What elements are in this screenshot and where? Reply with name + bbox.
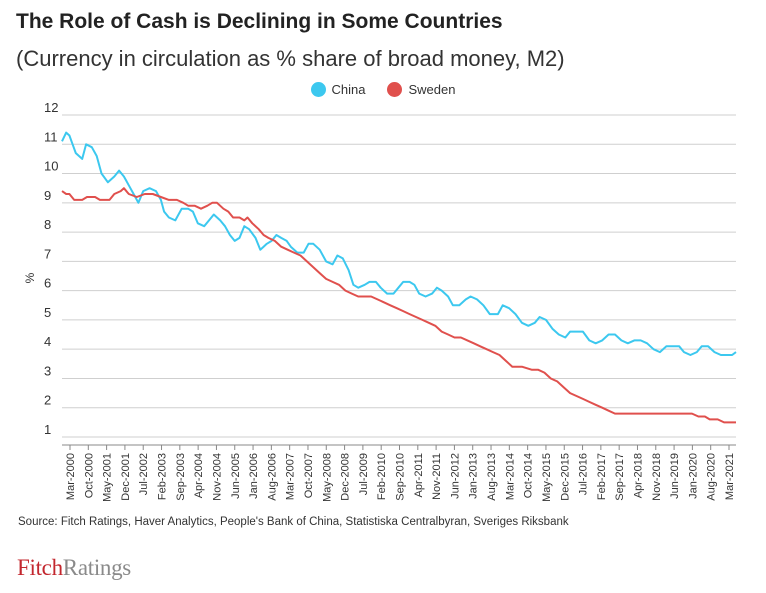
x-tick-label: Nov-2018	[651, 453, 663, 501]
series-line-sweden	[61, 187, 736, 424]
series-lines	[61, 131, 737, 424]
x-tick-label: Jun-2019	[669, 453, 681, 499]
series-line-china	[61, 131, 737, 356]
x-tick-label: Mar-2014	[504, 453, 516, 500]
x-tick-label: Nov-2004	[211, 453, 223, 501]
x-tick-label: Mar-2000	[65, 453, 77, 500]
chart-subtitle: (Currency in circulation as % share of b…	[16, 46, 565, 71]
logo-fitch: Fitch	[17, 555, 63, 580]
y-axis-label: %	[23, 272, 37, 283]
x-tick-label: Mar-2021	[724, 453, 736, 500]
x-tick-label: Jan-2020	[687, 453, 699, 499]
x-axis-ticks: Mar-2000 Oct-2000 May-2001 Dec-2001 Jul-2002…	[65, 445, 736, 502]
x-tick-label: Dec-2001	[120, 453, 132, 501]
x-tick-label: Feb-2003	[157, 453, 169, 500]
x-tick-label: Jan-2006	[248, 453, 260, 499]
x-tick-label: Aug-2020	[706, 453, 718, 501]
legend: China Sweden	[0, 82, 766, 97]
x-tick-label: Apr-2004	[193, 453, 205, 498]
x-tick-label: Aug-2006	[266, 453, 278, 501]
y-tick-label: 6	[44, 276, 51, 291]
x-tick-label: Oct-2007	[303, 453, 315, 498]
x-tick-label: Jul-2009	[358, 453, 370, 495]
x-tick-label: Aug-2013	[486, 453, 498, 501]
y-tick-label: 5	[44, 305, 51, 320]
y-tick-label: 12	[44, 100, 58, 115]
x-tick-label: Sep-2003	[175, 453, 187, 501]
x-tick-label: Jul-2016	[578, 453, 590, 495]
x-tick-label: Dec-2015	[559, 453, 571, 501]
x-tick-label: Nov-2011	[431, 453, 443, 500]
legend-item-sweden[interactable]: Sweden	[387, 82, 455, 97]
x-tick-label: Dec-2008	[340, 453, 352, 501]
fitch-ratings-logo: FitchRatings	[17, 555, 131, 581]
x-tick-label: Jun-2005	[230, 453, 242, 499]
y-tick-label: 1	[44, 422, 51, 437]
x-tick-label: Oct-2000	[83, 453, 95, 498]
legend-swatch-sweden	[387, 82, 403, 97]
legend-swatch-china	[310, 82, 326, 97]
y-tick-label: 3	[44, 363, 51, 378]
y-tick-label: 2	[44, 393, 51, 408]
y-tick-label: 7	[44, 246, 51, 261]
source-note: Source: Fitch Ratings, Haver Analytics, …	[18, 516, 569, 528]
logo-ratings: Ratings	[62, 555, 131, 580]
x-tick-label: Jul-2002	[138, 453, 150, 495]
x-tick-label: May-2008	[321, 453, 333, 502]
y-tick-label: 10	[44, 159, 58, 174]
x-tick-label: Sep-2010	[395, 453, 407, 501]
y-tick-label: 11	[44, 129, 58, 144]
x-tick-label: May-2001	[102, 453, 114, 502]
chart-title: The Role of Cash is Declining in Some Co…	[16, 10, 503, 33]
x-tick-label: Sep-2017	[614, 453, 626, 501]
y-tick-label: 4	[44, 334, 51, 349]
x-tick-label: May-2015	[541, 453, 553, 502]
x-tick-label: Feb-2010	[376, 453, 388, 500]
legend-label-sweden: Sweden	[408, 82, 456, 97]
x-tick-label: Feb-2017	[596, 453, 608, 500]
legend-item-china[interactable]: China	[310, 82, 366, 97]
gridlines	[62, 114, 736, 446]
x-tick-label: Mar-2007	[285, 453, 297, 500]
y-tick-label: 9	[44, 188, 51, 203]
x-tick-label: Jun-2012	[449, 453, 461, 499]
x-tick-label: Apr-2018	[632, 453, 644, 498]
x-tick-label: Jan-2013	[468, 453, 480, 499]
legend-label-china: China	[331, 82, 366, 97]
y-tick-label: 8	[44, 217, 51, 232]
x-tick-label: Apr-2011	[413, 453, 425, 497]
x-tick-label: Oct-2014	[523, 453, 535, 498]
